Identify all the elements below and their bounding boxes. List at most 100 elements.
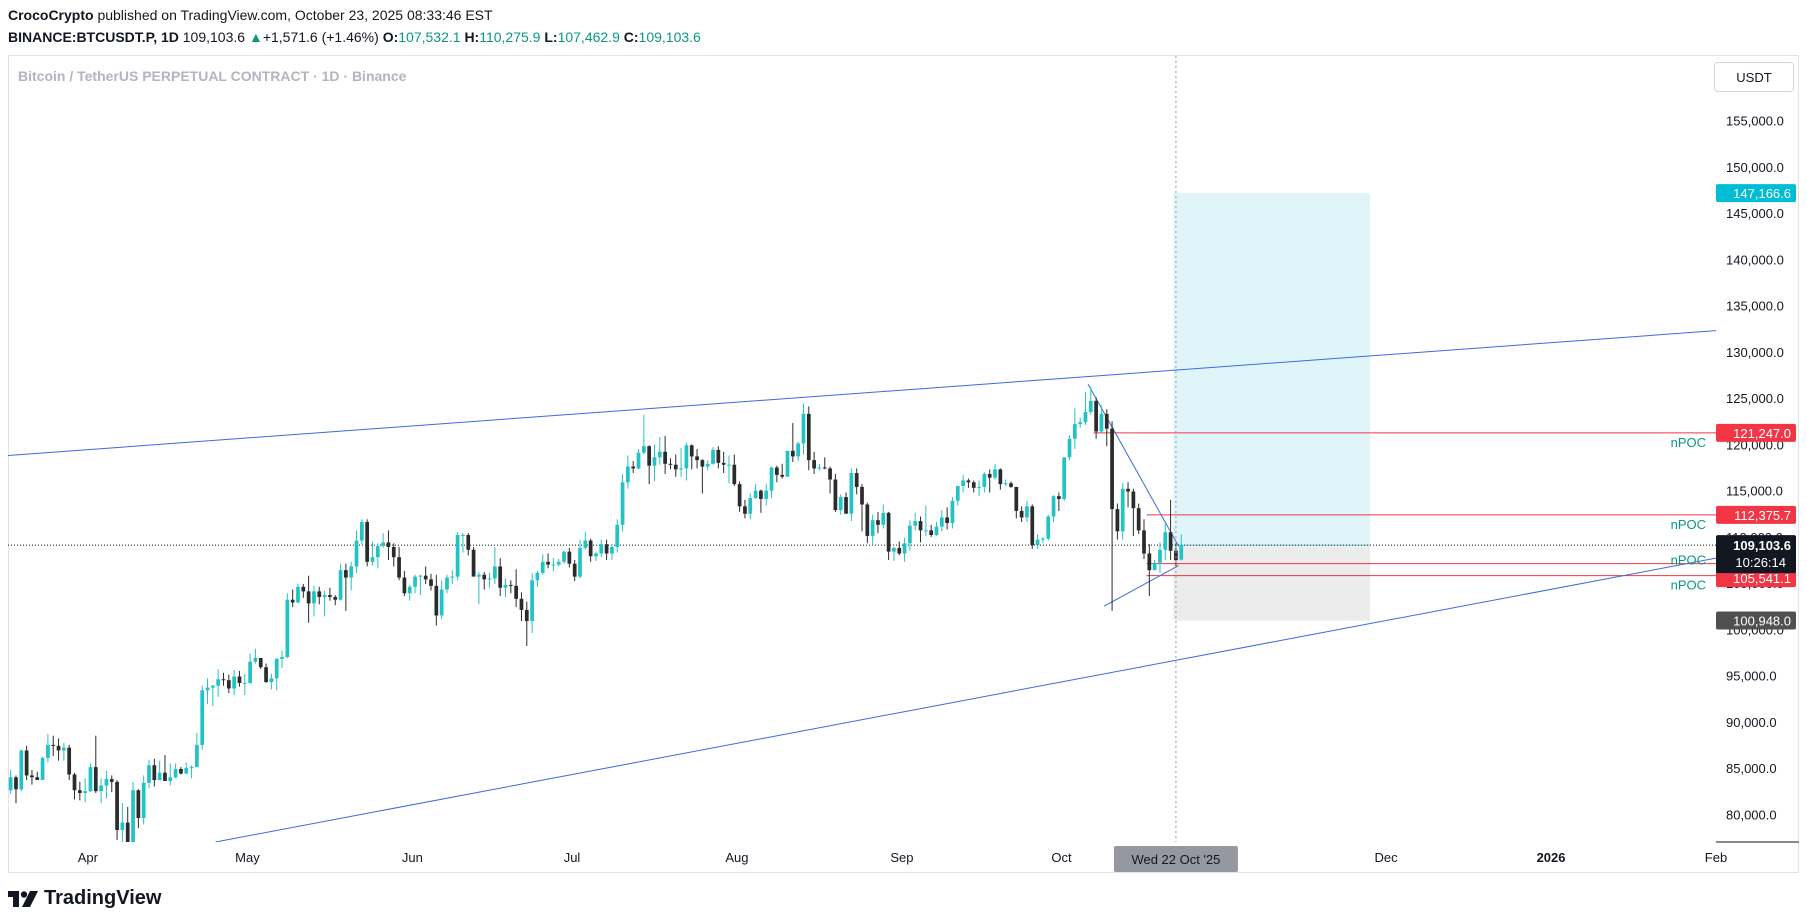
candle-body <box>865 504 870 536</box>
candle-body <box>1168 532 1173 551</box>
candle-body <box>333 596 338 600</box>
x-tick-label: Oct <box>1051 850 1072 865</box>
candle-body <box>317 591 322 597</box>
chart-subtitle: Bitcoin / TetherUS PERPETUAL CONTRACT · … <box>18 68 407 84</box>
price-label-bg <box>1716 184 1796 203</box>
candle-body <box>370 557 375 562</box>
candle <box>14 775 18 804</box>
symbol-name[interactable]: BINANCE:BTCUSDT.P, 1D <box>8 29 179 45</box>
y-tick-label: 95,000.0 <box>1726 669 1777 684</box>
candle <box>626 455 630 489</box>
y-tick-label: 135,000.0 <box>1726 299 1784 314</box>
candle <box>62 743 66 761</box>
candle <box>780 463 785 479</box>
candle-body <box>322 595 327 597</box>
candle <box>24 745 29 781</box>
candle <box>1099 405 1104 434</box>
candle <box>1168 499 1173 560</box>
candle <box>759 489 763 513</box>
candle <box>280 650 284 669</box>
candle <box>226 674 231 694</box>
candle <box>179 767 183 775</box>
candle-body <box>913 521 918 526</box>
candle-body <box>673 464 678 470</box>
candle <box>519 592 524 621</box>
last-price-badge-value: 109,103.6 <box>1733 538 1791 553</box>
candle <box>902 537 907 562</box>
candle <box>535 571 540 587</box>
candle-body <box>375 546 380 558</box>
candle-body <box>280 657 284 659</box>
candle <box>1126 482 1130 508</box>
candle-body <box>1152 562 1157 571</box>
candle <box>466 533 471 556</box>
price-label: 100,948.0 <box>1733 614 1791 629</box>
candle-body <box>1046 516 1051 539</box>
candle-body <box>290 599 295 603</box>
stop-zone <box>1173 545 1371 621</box>
candle <box>173 763 178 779</box>
candle-body <box>987 473 992 478</box>
candle-body <box>812 460 816 469</box>
npoc-label: nPOC <box>1671 517 1706 532</box>
high-value: 110,275.9 <box>479 29 541 45</box>
open-label: O: <box>382 29 399 45</box>
candle-body <box>221 679 226 681</box>
last-price-badge <box>1716 535 1796 574</box>
candle-body <box>711 449 715 464</box>
trendline <box>1087 384 1180 547</box>
candle <box>157 760 162 781</box>
candle-body <box>1136 508 1141 531</box>
candle-body <box>514 585 519 599</box>
candle-body <box>822 467 827 469</box>
candle <box>844 492 848 514</box>
author-name[interactable]: CrocoCrypto <box>8 7 94 23</box>
footer-brand[interactable]: TradingView <box>8 887 161 910</box>
candle <box>221 672 226 686</box>
candle-body <box>897 547 902 554</box>
candle-body <box>1062 457 1067 499</box>
price-label: 121,247.0 <box>1733 426 1791 441</box>
candle-body <box>1142 530 1146 554</box>
y-tick-label: 125,000.0 <box>1726 391 1784 406</box>
candle <box>370 541 375 566</box>
candle-body <box>971 482 976 488</box>
candle <box>817 463 822 471</box>
candle-body <box>19 750 24 790</box>
candle-body <box>1163 532 1168 550</box>
candle <box>594 551 598 561</box>
candle <box>684 442 689 481</box>
candle-body <box>641 446 646 453</box>
candle-body <box>189 767 194 769</box>
candle <box>908 520 912 551</box>
candle-body <box>397 557 401 578</box>
candle <box>1019 506 1024 523</box>
candle-body <box>982 473 987 487</box>
candle <box>892 547 896 561</box>
x-tick-label: Jun <box>402 850 423 865</box>
publish-info: published on TradingView.com, October 23… <box>93 7 493 23</box>
candle-body <box>147 765 151 783</box>
candle <box>530 572 534 634</box>
candle <box>99 778 103 804</box>
candle-body <box>312 591 316 604</box>
candle-body <box>173 768 178 778</box>
candle-body <box>365 522 370 562</box>
candle-body <box>264 667 268 683</box>
candle <box>242 673 247 695</box>
candle-body <box>833 479 838 511</box>
candle-body <box>439 589 444 616</box>
candle <box>524 601 529 646</box>
candle <box>748 493 753 520</box>
currency-unit-button[interactable]: USDT <box>1714 62 1794 92</box>
candle <box>647 445 652 485</box>
candle <box>923 505 928 536</box>
candle <box>120 803 125 842</box>
candle-body <box>72 774 77 791</box>
candle <box>998 468 1003 490</box>
candle <box>764 484 769 506</box>
candle-body <box>1147 553 1152 571</box>
candle-body <box>423 575 428 580</box>
candle <box>1088 387 1093 415</box>
